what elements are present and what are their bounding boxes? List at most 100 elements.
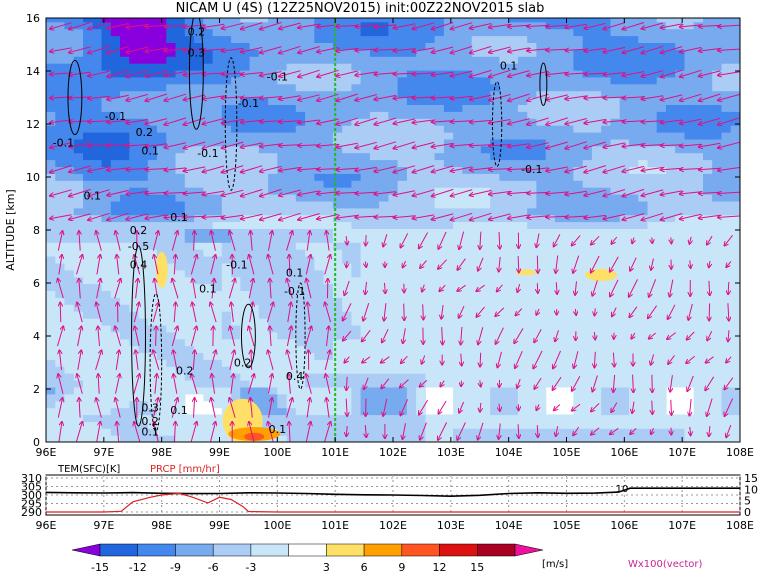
timeseries-panel: TEM(SFC)[K] PRCP [mm/hr] 310305300295290…	[21, 464, 758, 532]
contour-label: -0.1	[105, 110, 126, 123]
chart-title: NICAM U (4S) (12Z25NOV2015) init:00Z22NO…	[176, 1, 545, 16]
contour-label: 0.2	[141, 415, 159, 428]
y-tick-label: 4	[33, 330, 40, 343]
timeseries-annotation: 10	[616, 484, 629, 495]
y-tick-label: 0	[33, 436, 40, 449]
timeseries-lines	[46, 487, 740, 513]
colorbar-swatch	[326, 543, 365, 557]
tem-tick-label: 295	[21, 498, 42, 511]
contour-label: 0.1	[141, 425, 159, 438]
colorbar-swatch	[514, 543, 544, 557]
tem-tick-label: 290	[21, 506, 42, 519]
x-tick-label: 102E	[379, 446, 407, 459]
colorbar-swatch	[250, 543, 289, 557]
ts-x-tick-label: 98E	[151, 519, 172, 532]
contour-label: -0.1	[267, 70, 288, 83]
prcp-series-line	[46, 492, 740, 513]
contour-label: 0.1	[500, 60, 518, 73]
timeseries-x-axis: 96E 97E 98E 99E 100E 101E 102E 103E 104E 105E 106E…	[36, 519, 754, 532]
colorbar-swatch	[288, 543, 327, 557]
colorbar-swatch	[477, 543, 516, 557]
contour-lines	[67, 18, 548, 432]
tem-label: TEM(SFC)[K]	[57, 464, 120, 475]
colorbar-level-label: -3	[245, 561, 256, 574]
colorbar: -15 -12 -9 -6 -3 3 6 9 12 15	[71, 543, 544, 574]
main-y-axis: 0 2 4 6 8 10 12 14 16	[26, 12, 740, 449]
y-tick-label: 12	[26, 118, 40, 131]
prcp-label: PRCP [mm/hr]	[150, 464, 220, 475]
colorbar-level-label: -12	[129, 561, 147, 574]
contour-label: 0.2	[234, 357, 252, 370]
y-tick-label: 14	[26, 65, 40, 78]
x-tick-label: 98E	[151, 446, 172, 459]
x-tick-label: 101E	[321, 446, 349, 459]
colorbar-swatch	[137, 543, 176, 557]
ts-x-tick-label: 106E	[610, 519, 638, 532]
contour-label: 0.4	[130, 258, 148, 271]
wind-vectors	[50, 22, 740, 442]
x-tick-label: 107E	[668, 446, 696, 459]
ts-x-tick-label: 103E	[437, 519, 465, 532]
colorbar-level-label: 6	[361, 561, 368, 574]
colorbar-swatch	[401, 543, 440, 557]
colorbar-swatch	[99, 543, 138, 557]
tem-series-line	[46, 487, 740, 498]
contour-label: 0.1	[269, 423, 287, 436]
x-tick-label: 100E	[263, 446, 291, 459]
contour-label: -0.1	[238, 97, 259, 110]
ts-x-tick-label: 102E	[379, 519, 407, 532]
colorbar-swatch	[363, 543, 403, 557]
tem-tick-label: 310	[21, 472, 42, 485]
main-x-axis: 96E 97E 98E 99E 100E 101E 102E 103E 104E 105E 106E…	[36, 18, 754, 459]
colorbar-level-label: -9	[170, 561, 181, 574]
prcp-tick-label: 5	[744, 495, 751, 508]
ts-x-tick-label: 108E	[726, 519, 754, 532]
contour-label: -0.1	[521, 163, 542, 176]
tem-tick-label: 305	[21, 481, 42, 494]
y-tick-label: 10	[26, 171, 40, 184]
contour-label: 0.1	[199, 282, 217, 295]
y-tick-label: 2	[33, 383, 40, 396]
x-tick-label: 106E	[610, 446, 638, 459]
x-tick-label: 105E	[553, 446, 581, 459]
x-tick-label: 103E	[437, 446, 465, 459]
contour-label: 0.1	[84, 190, 102, 203]
contour-label: -0.1	[284, 285, 305, 298]
colorbar-swatch	[71, 543, 101, 557]
contour-label: 0.1	[141, 145, 159, 158]
ts-x-tick-label: 97E	[93, 519, 114, 532]
contour-label: -0.1	[197, 147, 218, 160]
wind-shading	[46, 18, 740, 442]
contour-label: 0.3	[188, 46, 206, 59]
contour-label: 0.1	[170, 211, 188, 224]
contour-label: 0.1	[170, 404, 188, 417]
contour-label: 0.2	[130, 224, 148, 237]
x-tick-label: 104E	[495, 446, 523, 459]
contour-label: 0.2	[176, 364, 194, 377]
colorbar-level-label: 15	[470, 561, 484, 574]
contour-label: 0.2	[136, 126, 154, 139]
ts-x-tick-label: 104E	[495, 519, 523, 532]
ts-x-tick-label: 99E	[209, 519, 230, 532]
y-tick-label: 8	[33, 224, 40, 237]
main-panel: 0.20.3-0.1-0.1-0.10.2-0.10.1 -0.10.10.10.…	[4, 12, 754, 459]
x-tick-label: 96E	[36, 446, 57, 459]
prcp-tick-label: 10	[744, 483, 758, 496]
contour-label: -0.1	[53, 137, 74, 150]
colorbar-level-label: -6	[208, 561, 219, 574]
contour-label: -0.1	[226, 258, 247, 271]
ts-x-tick-label: 105E	[553, 519, 581, 532]
colorbar-swatch	[212, 543, 252, 557]
prcp-tick-label: 0	[744, 506, 751, 519]
contour-label: 0.3	[141, 402, 159, 415]
ts-x-tick-label: 96E	[36, 519, 57, 532]
contour-labels: 0.20.3-0.1-0.1-0.10.2-0.10.1 -0.10.10.10.…	[53, 25, 543, 438]
prcp-tick-label: 15	[744, 472, 758, 485]
colorbar-swatch	[175, 543, 214, 557]
x-tick-label: 108E	[726, 446, 754, 459]
contour-label: 0.2	[188, 25, 206, 38]
ts-x-tick-label: 107E	[668, 519, 696, 532]
